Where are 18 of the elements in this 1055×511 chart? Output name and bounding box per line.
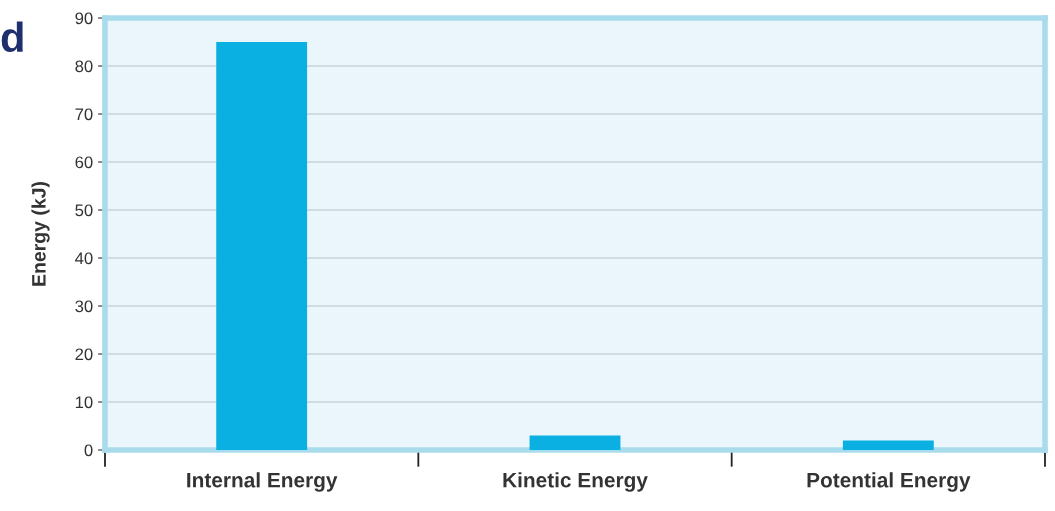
y-tick-label: 10 (75, 396, 93, 409)
bar (216, 42, 308, 450)
y-tick-label: 50 (75, 204, 93, 217)
bar (529, 435, 621, 450)
y-tick-label: 30 (75, 300, 93, 313)
y-tick-label: 60 (75, 156, 93, 169)
x-tick-label: Internal Energy (187, 472, 338, 492)
x-tick-label: Kinetic Energy (503, 472, 648, 492)
y-tick-label: 0 (84, 444, 93, 457)
x-tick-label: Potential Energy (807, 472, 971, 492)
y-tick-label: 70 (75, 108, 93, 121)
bar (842, 440, 934, 450)
y-tick-label: 20 (75, 348, 93, 361)
y-axis-title: Energy (kJ) (31, 182, 50, 286)
y-tick-label: 80 (75, 60, 93, 73)
y-tick-label: 90 (75, 12, 93, 25)
y-tick-label: 40 (75, 252, 93, 265)
text: d (1, 21, 23, 53)
